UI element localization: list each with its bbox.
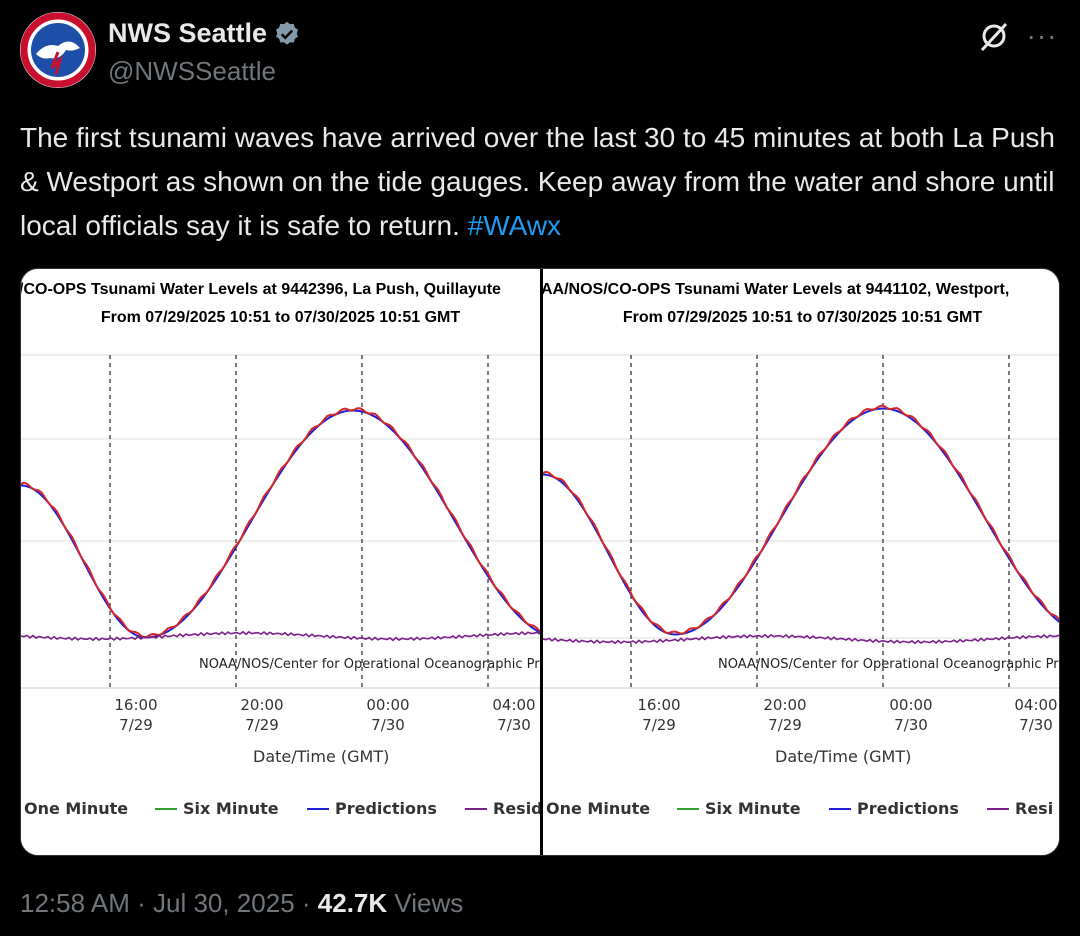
avatar[interactable] [20, 12, 96, 88]
one-minute-series [543, 404, 1059, 635]
tweet-media[interactable]: /CO-OPS Tsunami Water Levels at 9442396,… [20, 268, 1060, 856]
tweet-time[interactable]: 12:58 AM [20, 888, 130, 918]
residual-series [21, 630, 540, 642]
x-tick: 16:00 7/29 [114, 696, 158, 734]
legend-residual[interactable]: Resid [465, 799, 540, 818]
name-row: NWS Seattle [108, 18, 301, 49]
la-push-chart [21, 354, 540, 689]
x-axis-label: Date/Time (GMT) [253, 747, 390, 766]
x-tick: 04:00 7/30 [1014, 696, 1058, 734]
chart-subtitle: From 07/29/2025 10:51 to 07/30/2025 10:5… [622, 309, 983, 326]
x-tick: 009 [21, 695, 31, 735]
predictions-series [543, 407, 1059, 636]
one-minute-series [21, 407, 540, 639]
chart-credit: NOAA/NOS/Center for Operational Oceanogr… [199, 657, 540, 672]
tweet-date[interactable]: Jul 30, 2025 [152, 888, 295, 918]
more-options-icon[interactable]: ··· [1026, 20, 1058, 51]
hashtag-link[interactable]: #WAwx [467, 210, 562, 241]
legend-predictions[interactable]: Predictions [307, 799, 437, 818]
x-axis-label: Date/Time (GMT) [775, 747, 912, 766]
handle[interactable]: @NWSSeattle [108, 56, 276, 86]
tweet-body: The first tsunami waves have arrived ove… [20, 122, 1055, 241]
x-tick: 16:00 7/29 [637, 696, 681, 734]
x-tick: 09 [543, 695, 551, 735]
views-label: Views [394, 888, 464, 918]
chart-panel-westport[interactable]: AA/NOS/CO-OPS Tsunami Water Levels at 94… [543, 269, 1060, 855]
chart-panel-la-push[interactable]: /CO-OPS Tsunami Water Levels at 9442396,… [21, 269, 540, 855]
legend-predictions[interactable]: Predictions [829, 799, 959, 818]
chart-credit: NOAA/NOS/Center for Operational Oceanogr… [718, 657, 1060, 672]
tweet-header: NWS Seattle @NWSSeattle ··· [20, 12, 1060, 92]
x-tick: 04:00 7/30 [492, 696, 536, 734]
tweet-footer: 12:58 AM · Jul 30, 2025 · 42.7K Views [20, 888, 464, 918]
westport-chart [543, 354, 1059, 689]
x-tick: 20:00 7/29 [763, 696, 807, 734]
tweet-text: The first tsunami waves have arrived ove… [20, 116, 1060, 248]
predictions-series [21, 409, 540, 639]
views-count: 42.7K [317, 888, 388, 918]
chart-title: /CO-OPS Tsunami Water Levels at 9442396,… [21, 281, 501, 298]
grok-icon[interactable] [976, 18, 1012, 54]
chart-title: AA/NOS/CO-OPS Tsunami Water Levels at 94… [543, 281, 1010, 298]
x-tick: 20:00 7/29 [240, 696, 284, 734]
legend-six-minute[interactable]: Six Minute [155, 799, 279, 818]
legend-six-minute[interactable]: Six Minute [677, 799, 801, 818]
chart-subtitle: From 07/29/2025 10:51 to 07/30/2025 10:5… [100, 309, 461, 326]
x-tick: 00:00 7/30 [889, 696, 933, 734]
media-divider [540, 269, 543, 855]
legend-residual[interactable]: Resi [987, 799, 1053, 818]
nws-logo-icon [20, 12, 96, 88]
residual-series [543, 633, 1059, 645]
display-name[interactable]: NWS Seattle [108, 18, 268, 48]
verified-badge-icon [276, 21, 299, 45]
legend-one-minute[interactable]: One Minute [24, 799, 129, 818]
x-tick: 00:00 7/30 [366, 696, 410, 734]
legend-one-minute[interactable]: One Minute [546, 799, 651, 818]
